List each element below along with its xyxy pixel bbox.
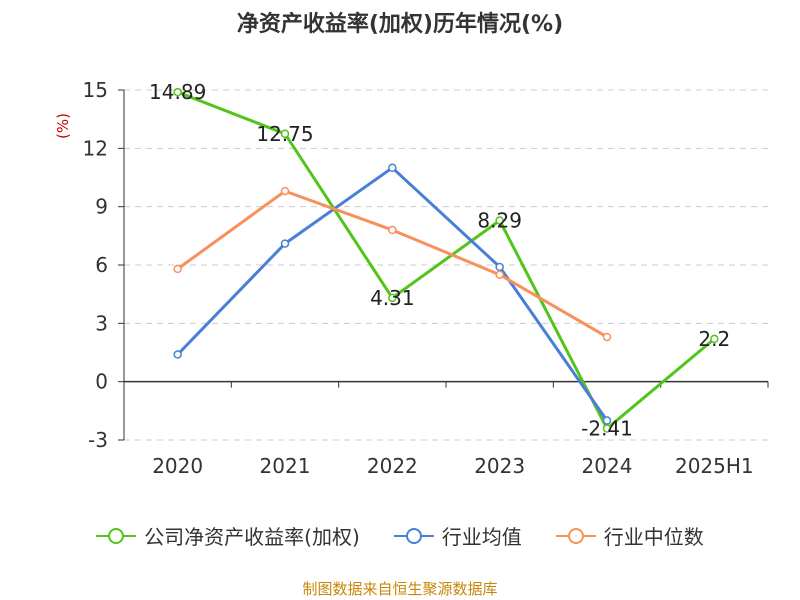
data-point	[388, 225, 397, 235]
data-point	[495, 262, 504, 272]
legend-swatch-icon	[393, 526, 434, 546]
x-tick-label: 2021	[260, 454, 311, 478]
data-point	[602, 332, 612, 342]
chart-title: 净资产收益率(加权)历年情况(%)	[236, 12, 564, 37]
y-tick-label: 15	[83, 78, 108, 102]
legend-label: 行业均值	[441, 525, 522, 549]
legend-swatch-icon	[555, 526, 596, 546]
series-line	[176, 189, 608, 339]
data-point	[495, 270, 504, 279]
x-tick-label: 2024	[582, 454, 633, 478]
data-label: 8.29	[477, 208, 522, 232]
legend-item[interactable]: 行业中位数	[555, 521, 704, 550]
data-label: 14.89	[149, 80, 206, 104]
data-point	[388, 163, 397, 173]
legend-item[interactable]: 公司净资产收益率(加权)	[96, 521, 360, 550]
legend-label: 公司净资产收益率(加权)	[144, 525, 360, 549]
series-line	[177, 90, 716, 430]
data-point	[710, 334, 719, 344]
legend-label: 行业中位数	[603, 525, 704, 549]
y-axis-label: (%)	[54, 113, 72, 139]
data-label: 2.2	[698, 327, 730, 351]
data-point	[495, 216, 504, 225]
x-tick-label: 2023	[474, 454, 525, 478]
data-point	[388, 293, 397, 303]
data-point	[280, 129, 290, 138]
grid-lines	[124, 89, 768, 441]
x-tick-label: 2020	[152, 454, 203, 478]
legend: 公司净资产收益率(加权) 行业均值 行业中位数	[0, 521, 800, 550]
data-label: 4.31	[370, 286, 415, 310]
legend-swatch-icon	[96, 526, 137, 546]
data-point	[173, 350, 182, 359]
data-point	[280, 186, 290, 196]
y-tick-label: 0	[95, 370, 108, 394]
data-point	[280, 239, 290, 248]
y-tick-label: 9	[95, 195, 108, 219]
legend-item[interactable]: 行业均值	[393, 521, 522, 550]
series-layer	[173, 87, 719, 433]
y-tick-label: 3	[95, 311, 108, 335]
x-tick-label: 2025H1	[675, 454, 754, 478]
data-point	[173, 87, 182, 97]
data-point	[602, 424, 612, 433]
data-label: -2.41	[581, 417, 633, 441]
data-point	[173, 264, 182, 274]
y-tick-label: 6	[95, 253, 108, 277]
y-tick-label: -3	[88, 428, 108, 452]
data-label: 12.75	[256, 122, 313, 146]
y-tick-label: 12	[83, 136, 108, 160]
axes: -3 0 3 6 9 12 15 2020 2021 2022 2023 2024 2025H1	[83, 78, 769, 478]
x-tick-label: 2022	[367, 454, 418, 478]
source-note: 制图数据来自恒生聚源数据库	[302, 580, 498, 598]
data-point	[602, 416, 612, 425]
data-labels: 14.89 12.75 4.31 8.29 -2.41 2.2	[149, 80, 730, 440]
